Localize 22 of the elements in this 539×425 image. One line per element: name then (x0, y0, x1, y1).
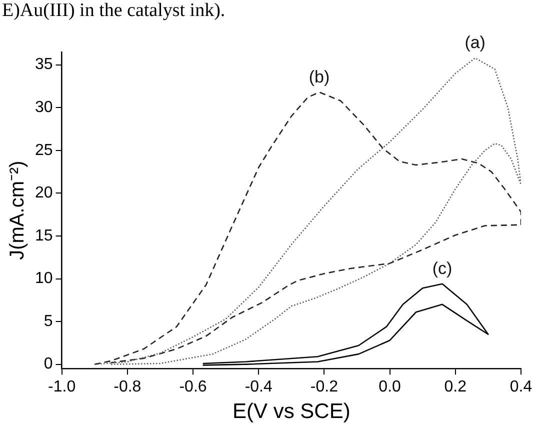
y-tick-label: 25 (35, 142, 53, 159)
y-tick-label: 5 (44, 312, 53, 330)
x-tick-label: 0.0 (378, 378, 402, 396)
y-tick-label: 0 (44, 356, 53, 373)
x-axis-title: E(V vs SCE) (232, 400, 350, 424)
y-tick-label: 15 (35, 227, 53, 244)
annotation: (c) (432, 259, 452, 278)
y-tick-label: 35 (35, 56, 53, 74)
x-tick-label: -0.6 (179, 378, 207, 396)
y-axis-title: J(mA.cm⁻²) (6, 160, 29, 260)
x-tick-label: -0.8 (114, 378, 142, 396)
text: E)Au(III) in the catalyst ink). (1, 0, 226, 22)
annotation: (b) (308, 67, 330, 86)
x-tick-label: -0.4 (244, 378, 272, 396)
x-tick-label: 0.4 (510, 378, 532, 396)
x-tick-label: -0.2 (310, 378, 338, 396)
x-tick-label: 0.2 (444, 378, 467, 396)
x-tick-label: -1.0 (48, 378, 76, 396)
y-tick-label: 30 (35, 99, 53, 116)
y-tick-label: 20 (35, 184, 53, 202)
annotation: (a) (464, 33, 486, 52)
y-tick-label: 10 (35, 270, 53, 288)
